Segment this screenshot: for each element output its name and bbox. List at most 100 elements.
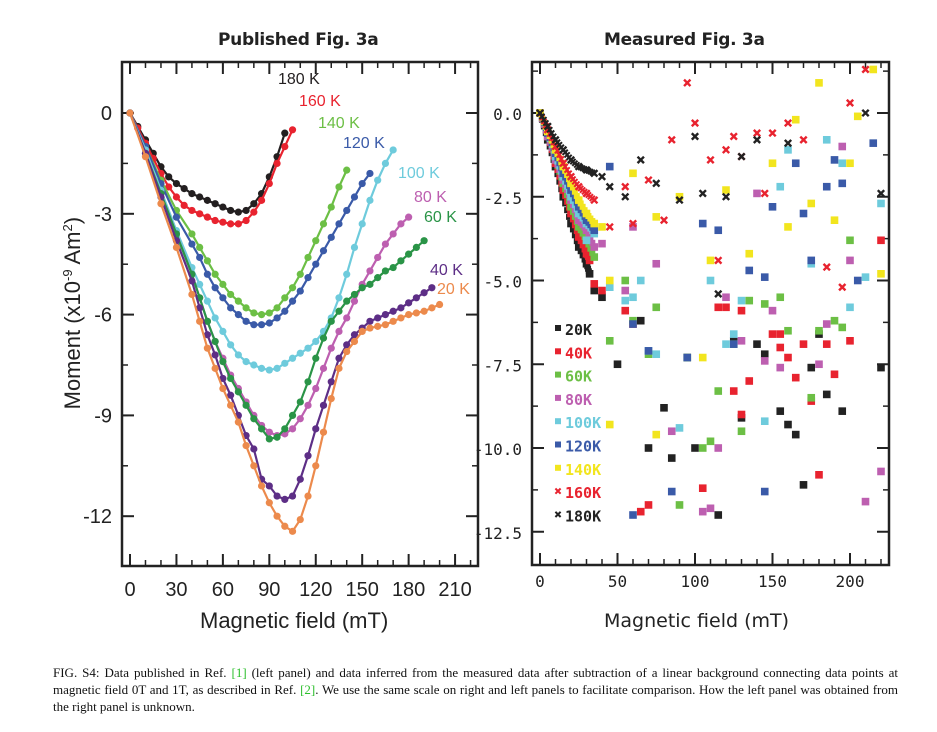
data-point-x bbox=[589, 169, 596, 176]
data-point-square bbox=[822, 390, 831, 399]
legend-label: 160K bbox=[565, 484, 601, 502]
data-point-square bbox=[714, 226, 723, 235]
data-point-square bbox=[667, 427, 676, 436]
data-point-square bbox=[581, 207, 588, 214]
data-point-square bbox=[605, 337, 614, 345]
data-point bbox=[436, 300, 444, 309]
data-point-square bbox=[822, 320, 831, 328]
data-point-square bbox=[869, 65, 878, 74]
data-point bbox=[389, 307, 397, 315]
caption-ref-2[interactable]: [2] bbox=[300, 682, 316, 697]
data-point bbox=[250, 415, 258, 423]
data-point bbox=[366, 196, 374, 204]
data-point-square bbox=[714, 444, 723, 452]
data-point-square bbox=[605, 162, 614, 171]
data-point bbox=[211, 284, 219, 292]
legend-item: 100K bbox=[555, 414, 601, 432]
data-point-square bbox=[575, 197, 582, 204]
x-tick-label: 50 bbox=[608, 572, 627, 591]
data-point-square bbox=[667, 454, 676, 462]
data-point-x bbox=[822, 263, 831, 272]
data-point bbox=[234, 297, 242, 305]
data-point-square bbox=[861, 273, 870, 281]
data-point-square bbox=[737, 296, 746, 305]
data-point bbox=[234, 388, 242, 396]
data-point-square bbox=[589, 249, 596, 256]
x-tick-label: 100 bbox=[681, 572, 710, 591]
data-point-x bbox=[876, 189, 886, 198]
data-point-square bbox=[714, 387, 723, 395]
data-point bbox=[319, 401, 328, 409]
data-point bbox=[319, 334, 328, 342]
data-point-square bbox=[722, 340, 730, 348]
data-point bbox=[250, 208, 258, 216]
data-point-square bbox=[768, 306, 777, 315]
data-point-x bbox=[683, 78, 692, 87]
legend-item: 20K bbox=[555, 321, 592, 339]
data-point bbox=[304, 378, 312, 386]
left-x-axis-label: Magnetic field (mT) bbox=[200, 608, 389, 633]
data-point bbox=[281, 143, 289, 151]
data-point-square bbox=[822, 182, 831, 191]
y-tick-label: -9 bbox=[94, 405, 112, 427]
data-point-square bbox=[587, 245, 594, 252]
legend-marker-square bbox=[555, 394, 561, 401]
data-point-square bbox=[877, 270, 885, 278]
series-180k bbox=[535, 108, 886, 298]
data-point-x bbox=[861, 65, 870, 74]
series-20k bbox=[126, 109, 444, 535]
data-point-square bbox=[807, 199, 816, 208]
data-point-square bbox=[830, 156, 839, 164]
data-point bbox=[165, 183, 173, 191]
data-point bbox=[211, 351, 219, 359]
data-point bbox=[219, 294, 227, 302]
data-point bbox=[265, 179, 273, 188]
data-point-square bbox=[722, 186, 730, 194]
data-point bbox=[126, 109, 134, 117]
data-point bbox=[242, 442, 250, 450]
x-tick-label: 0 bbox=[124, 579, 135, 601]
data-point bbox=[296, 287, 304, 295]
data-point-x bbox=[714, 289, 723, 298]
data-point bbox=[343, 166, 351, 174]
data-point bbox=[358, 327, 366, 335]
data-point bbox=[312, 354, 320, 362]
caption-ref-1[interactable]: [1] bbox=[231, 665, 247, 680]
data-point-x bbox=[799, 135, 808, 144]
data-point bbox=[234, 311, 242, 319]
data-point-square bbox=[598, 286, 606, 295]
data-point bbox=[412, 309, 420, 317]
data-point-square bbox=[877, 467, 885, 476]
data-point-square bbox=[776, 330, 785, 338]
data-point bbox=[141, 153, 150, 161]
data-point bbox=[281, 294, 289, 302]
series-line bbox=[129, 112, 371, 326]
caption-text-3: . We use the same scale on right and lef… bbox=[53, 682, 898, 714]
data-point bbox=[172, 193, 181, 201]
data-point bbox=[327, 233, 335, 241]
data-point bbox=[265, 435, 273, 443]
data-point-square bbox=[791, 115, 800, 124]
data-point-square bbox=[799, 209, 808, 218]
data-point bbox=[312, 425, 320, 433]
data-point bbox=[319, 428, 328, 436]
data-point bbox=[250, 361, 258, 369]
series-line bbox=[128, 112, 433, 501]
data-point-square bbox=[598, 223, 606, 231]
data-point bbox=[288, 411, 297, 419]
data-point bbox=[397, 257, 405, 265]
data-point bbox=[343, 206, 351, 215]
data-point bbox=[428, 284, 436, 292]
data-point bbox=[366, 169, 374, 178]
data-point-square bbox=[768, 203, 777, 211]
data-point bbox=[203, 331, 211, 339]
data-point bbox=[327, 344, 335, 352]
data-point-x bbox=[558, 155, 565, 163]
data-point bbox=[281, 495, 289, 503]
data-point bbox=[327, 317, 335, 325]
data-point-x bbox=[752, 129, 762, 138]
data-point-square bbox=[784, 326, 792, 335]
data-point-square bbox=[577, 227, 584, 234]
data-point bbox=[405, 213, 413, 221]
legend-label: 120K bbox=[565, 438, 601, 456]
